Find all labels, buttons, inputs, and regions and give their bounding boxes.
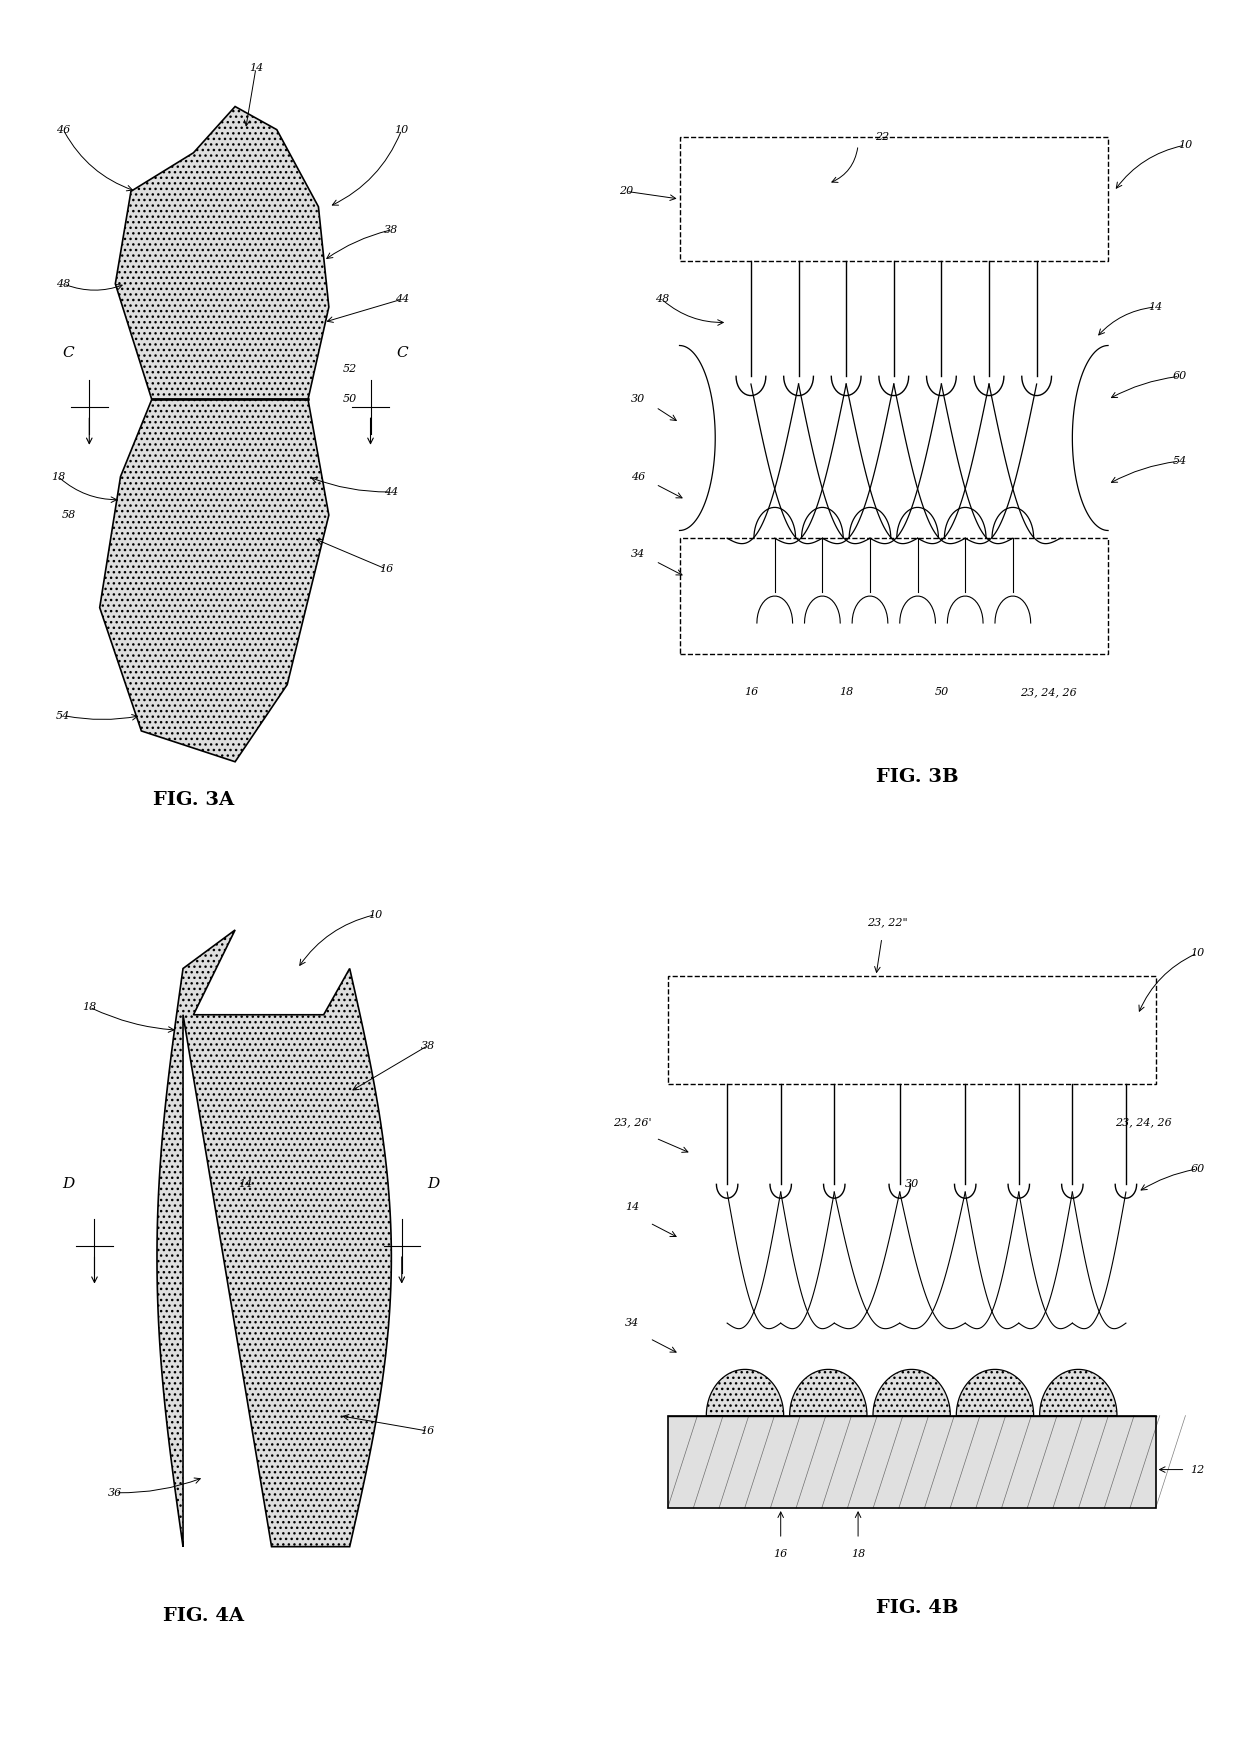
Text: 23, 26': 23, 26' (613, 1118, 651, 1128)
Text: 10: 10 (1178, 140, 1193, 151)
Text: 38: 38 (420, 1041, 435, 1051)
Polygon shape (707, 1370, 784, 1416)
Text: FIG. 3A: FIG. 3A (153, 792, 234, 809)
Text: 60: 60 (1190, 1163, 1204, 1174)
Text: FIG. 3B: FIG. 3B (877, 767, 959, 787)
Text: 34: 34 (625, 1318, 639, 1328)
Text: 44: 44 (384, 487, 398, 498)
Text: 52: 52 (342, 364, 357, 373)
Text: 50: 50 (342, 394, 357, 405)
Text: 30: 30 (904, 1179, 919, 1190)
Text: 60: 60 (1172, 371, 1187, 382)
Text: 46: 46 (631, 471, 645, 482)
Bar (680, 137, 1109, 261)
Text: C: C (63, 347, 74, 361)
Text: 16: 16 (774, 1549, 787, 1559)
Text: 58: 58 (61, 510, 76, 520)
Text: 16: 16 (379, 564, 393, 575)
Text: 14: 14 (249, 63, 263, 74)
Text: 18: 18 (82, 1002, 97, 1013)
Text: 30: 30 (631, 394, 645, 405)
Text: 36: 36 (108, 1487, 123, 1498)
Text: 44: 44 (394, 294, 409, 305)
Text: 54: 54 (1172, 456, 1187, 466)
Text: 18: 18 (839, 687, 853, 697)
Text: 10: 10 (394, 124, 409, 135)
Text: 10: 10 (1190, 948, 1204, 958)
Text: 20: 20 (619, 186, 634, 196)
Text: 18: 18 (851, 1549, 866, 1559)
Text: 16: 16 (744, 687, 758, 697)
Text: D: D (62, 1177, 74, 1191)
Text: 14: 14 (625, 1202, 639, 1212)
Polygon shape (873, 1370, 950, 1416)
Text: 14: 14 (238, 1179, 253, 1190)
Text: 48: 48 (655, 294, 668, 305)
Bar (680, 538, 1109, 653)
Text: 48: 48 (56, 279, 71, 289)
Text: 10: 10 (368, 909, 383, 920)
Text: 23, 24, 26: 23, 24, 26 (1021, 687, 1076, 697)
Text: 14: 14 (1148, 301, 1163, 312)
Polygon shape (790, 1370, 867, 1416)
Bar (667, 976, 1156, 1084)
Polygon shape (99, 399, 329, 762)
Text: 54: 54 (56, 711, 71, 720)
Text: 23, 24, 26: 23, 24, 26 (1116, 1118, 1172, 1128)
Text: D: D (427, 1177, 439, 1191)
Bar (667, 1416, 1156, 1508)
Text: FIG. 4A: FIG. 4A (164, 1607, 244, 1626)
Text: FIG. 4B: FIG. 4B (877, 1600, 959, 1617)
Text: C: C (396, 347, 408, 361)
Text: 16: 16 (420, 1426, 435, 1437)
Polygon shape (115, 107, 329, 399)
Polygon shape (157, 930, 392, 1547)
Text: 22: 22 (874, 133, 889, 142)
Polygon shape (1039, 1370, 1117, 1416)
Text: 23, 22": 23, 22" (868, 918, 908, 927)
Polygon shape (956, 1370, 1034, 1416)
Text: 18: 18 (51, 471, 66, 482)
Text: 46: 46 (56, 124, 71, 135)
Text: 34: 34 (631, 548, 645, 559)
Text: 12: 12 (1190, 1465, 1204, 1475)
Text: 50: 50 (934, 687, 949, 697)
Text: 38: 38 (384, 224, 398, 235)
